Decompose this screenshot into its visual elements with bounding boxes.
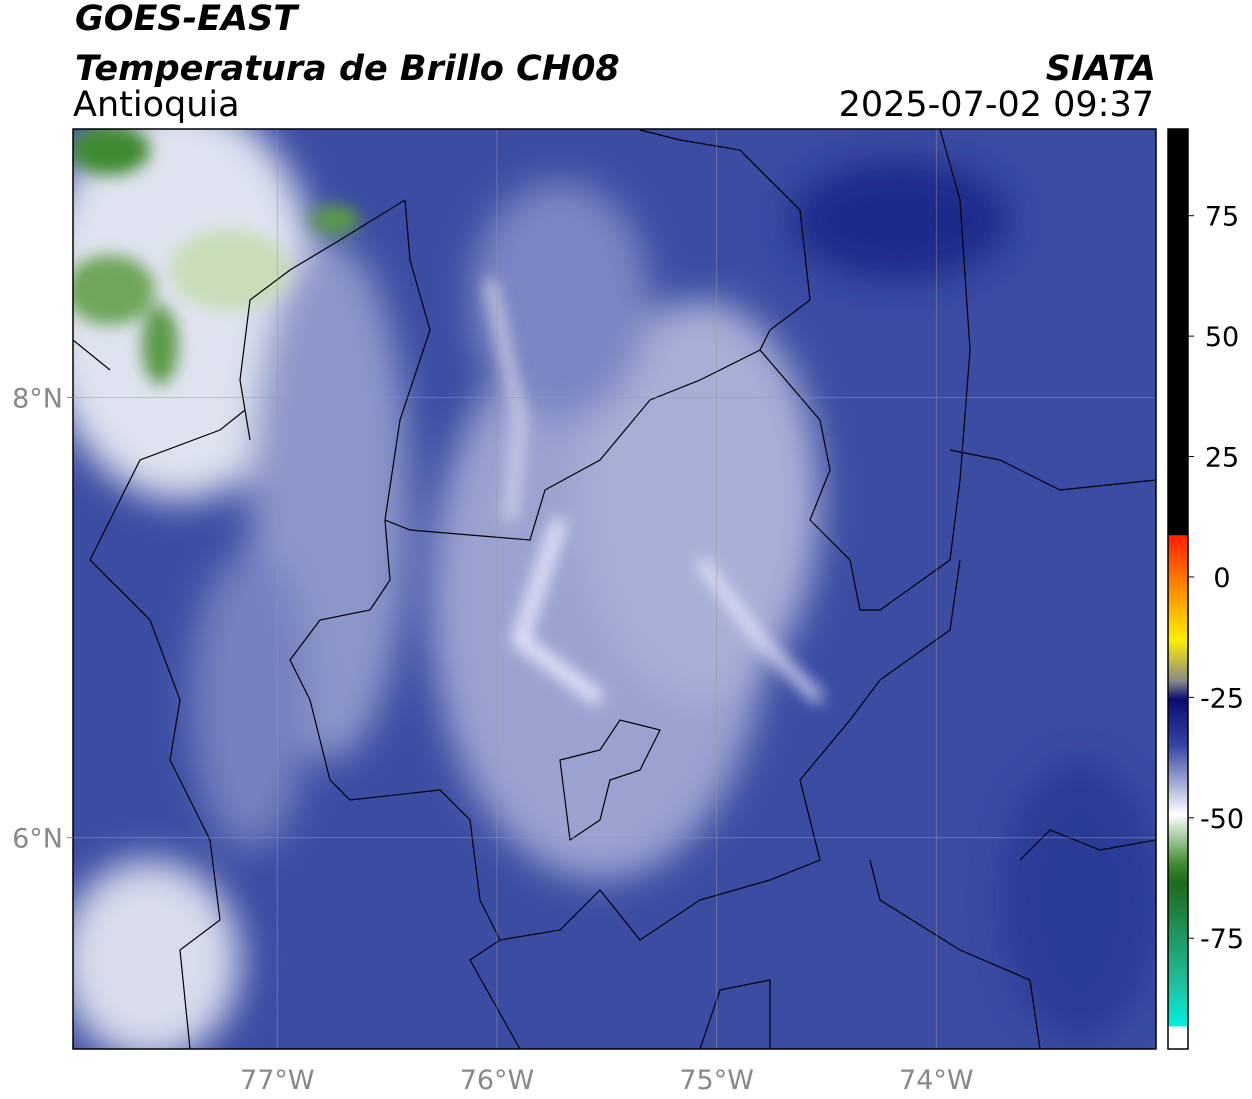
timestamp: 2025-07-02 09:37 [839,85,1154,125]
map-frame [72,128,1157,1050]
colorbar-tick-label: -25 [1200,683,1244,714]
map-image [73,129,1156,1049]
region: Antioquia [73,85,240,125]
colorbar-tick-label: 0 [1213,563,1230,594]
x-tick-label: 74°W [899,1065,974,1096]
colorbar-tick-label: -75 [1200,924,1244,955]
colorbar-tick-label: 25 [1205,443,1239,474]
x-tick-label: 77°W [240,1065,315,1096]
y-tick-label: 6°N [12,824,63,855]
colorbar-tick-label: 50 [1205,322,1239,353]
colorbar [1167,128,1189,1050]
y-tick-label: 8°N [12,384,63,415]
colorbar-tick-label: 75 [1205,202,1239,233]
x-tick-label: 75°W [679,1065,754,1096]
colorbar-tick-label: -50 [1200,804,1244,835]
source: SIATA [1046,49,1156,89]
title: GOES-EAST [75,0,300,39]
subtitle: Temperatura de Brillo CH08 [75,49,620,89]
x-tick-label: 76°W [460,1065,535,1096]
